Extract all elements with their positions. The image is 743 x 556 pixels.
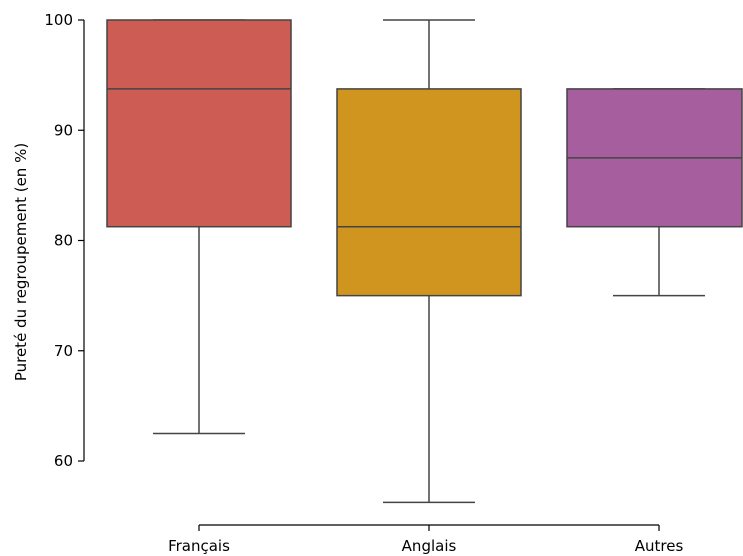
y-tick-label: 60 <box>54 452 73 470</box>
x-axis: Français Anglais Autres <box>168 524 684 555</box>
x-tick-label: Anglais <box>402 537 457 555</box>
y-tick-label: 100 <box>44 11 73 29</box>
iqr-box <box>336 88 522 297</box>
box-3 <box>566 88 743 297</box>
y-tick-label: 80 <box>54 232 73 250</box>
y-tick-label: 70 <box>54 342 73 360</box>
y-axis: 60 70 80 90 100 <box>44 11 85 470</box>
y-tick-label: 90 <box>54 121 73 139</box>
x-tick-label: Français <box>168 537 230 555</box>
x-tick-label: Autres <box>635 537 684 555</box>
y-axis-label: Pureté du regroupement (en %) <box>12 143 30 381</box>
iqr-box <box>106 19 292 228</box>
box-series <box>106 19 743 504</box>
box-2 <box>336 19 522 504</box>
box-1 <box>106 19 292 435</box>
